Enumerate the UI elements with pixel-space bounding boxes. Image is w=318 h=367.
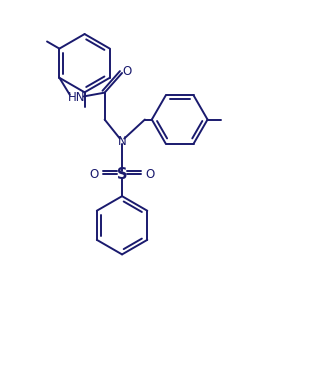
Text: N: N (118, 135, 127, 148)
Text: S: S (117, 167, 127, 182)
Text: O: O (146, 168, 155, 181)
Text: O: O (89, 168, 99, 181)
Text: HN: HN (68, 91, 86, 104)
Text: O: O (123, 65, 132, 78)
